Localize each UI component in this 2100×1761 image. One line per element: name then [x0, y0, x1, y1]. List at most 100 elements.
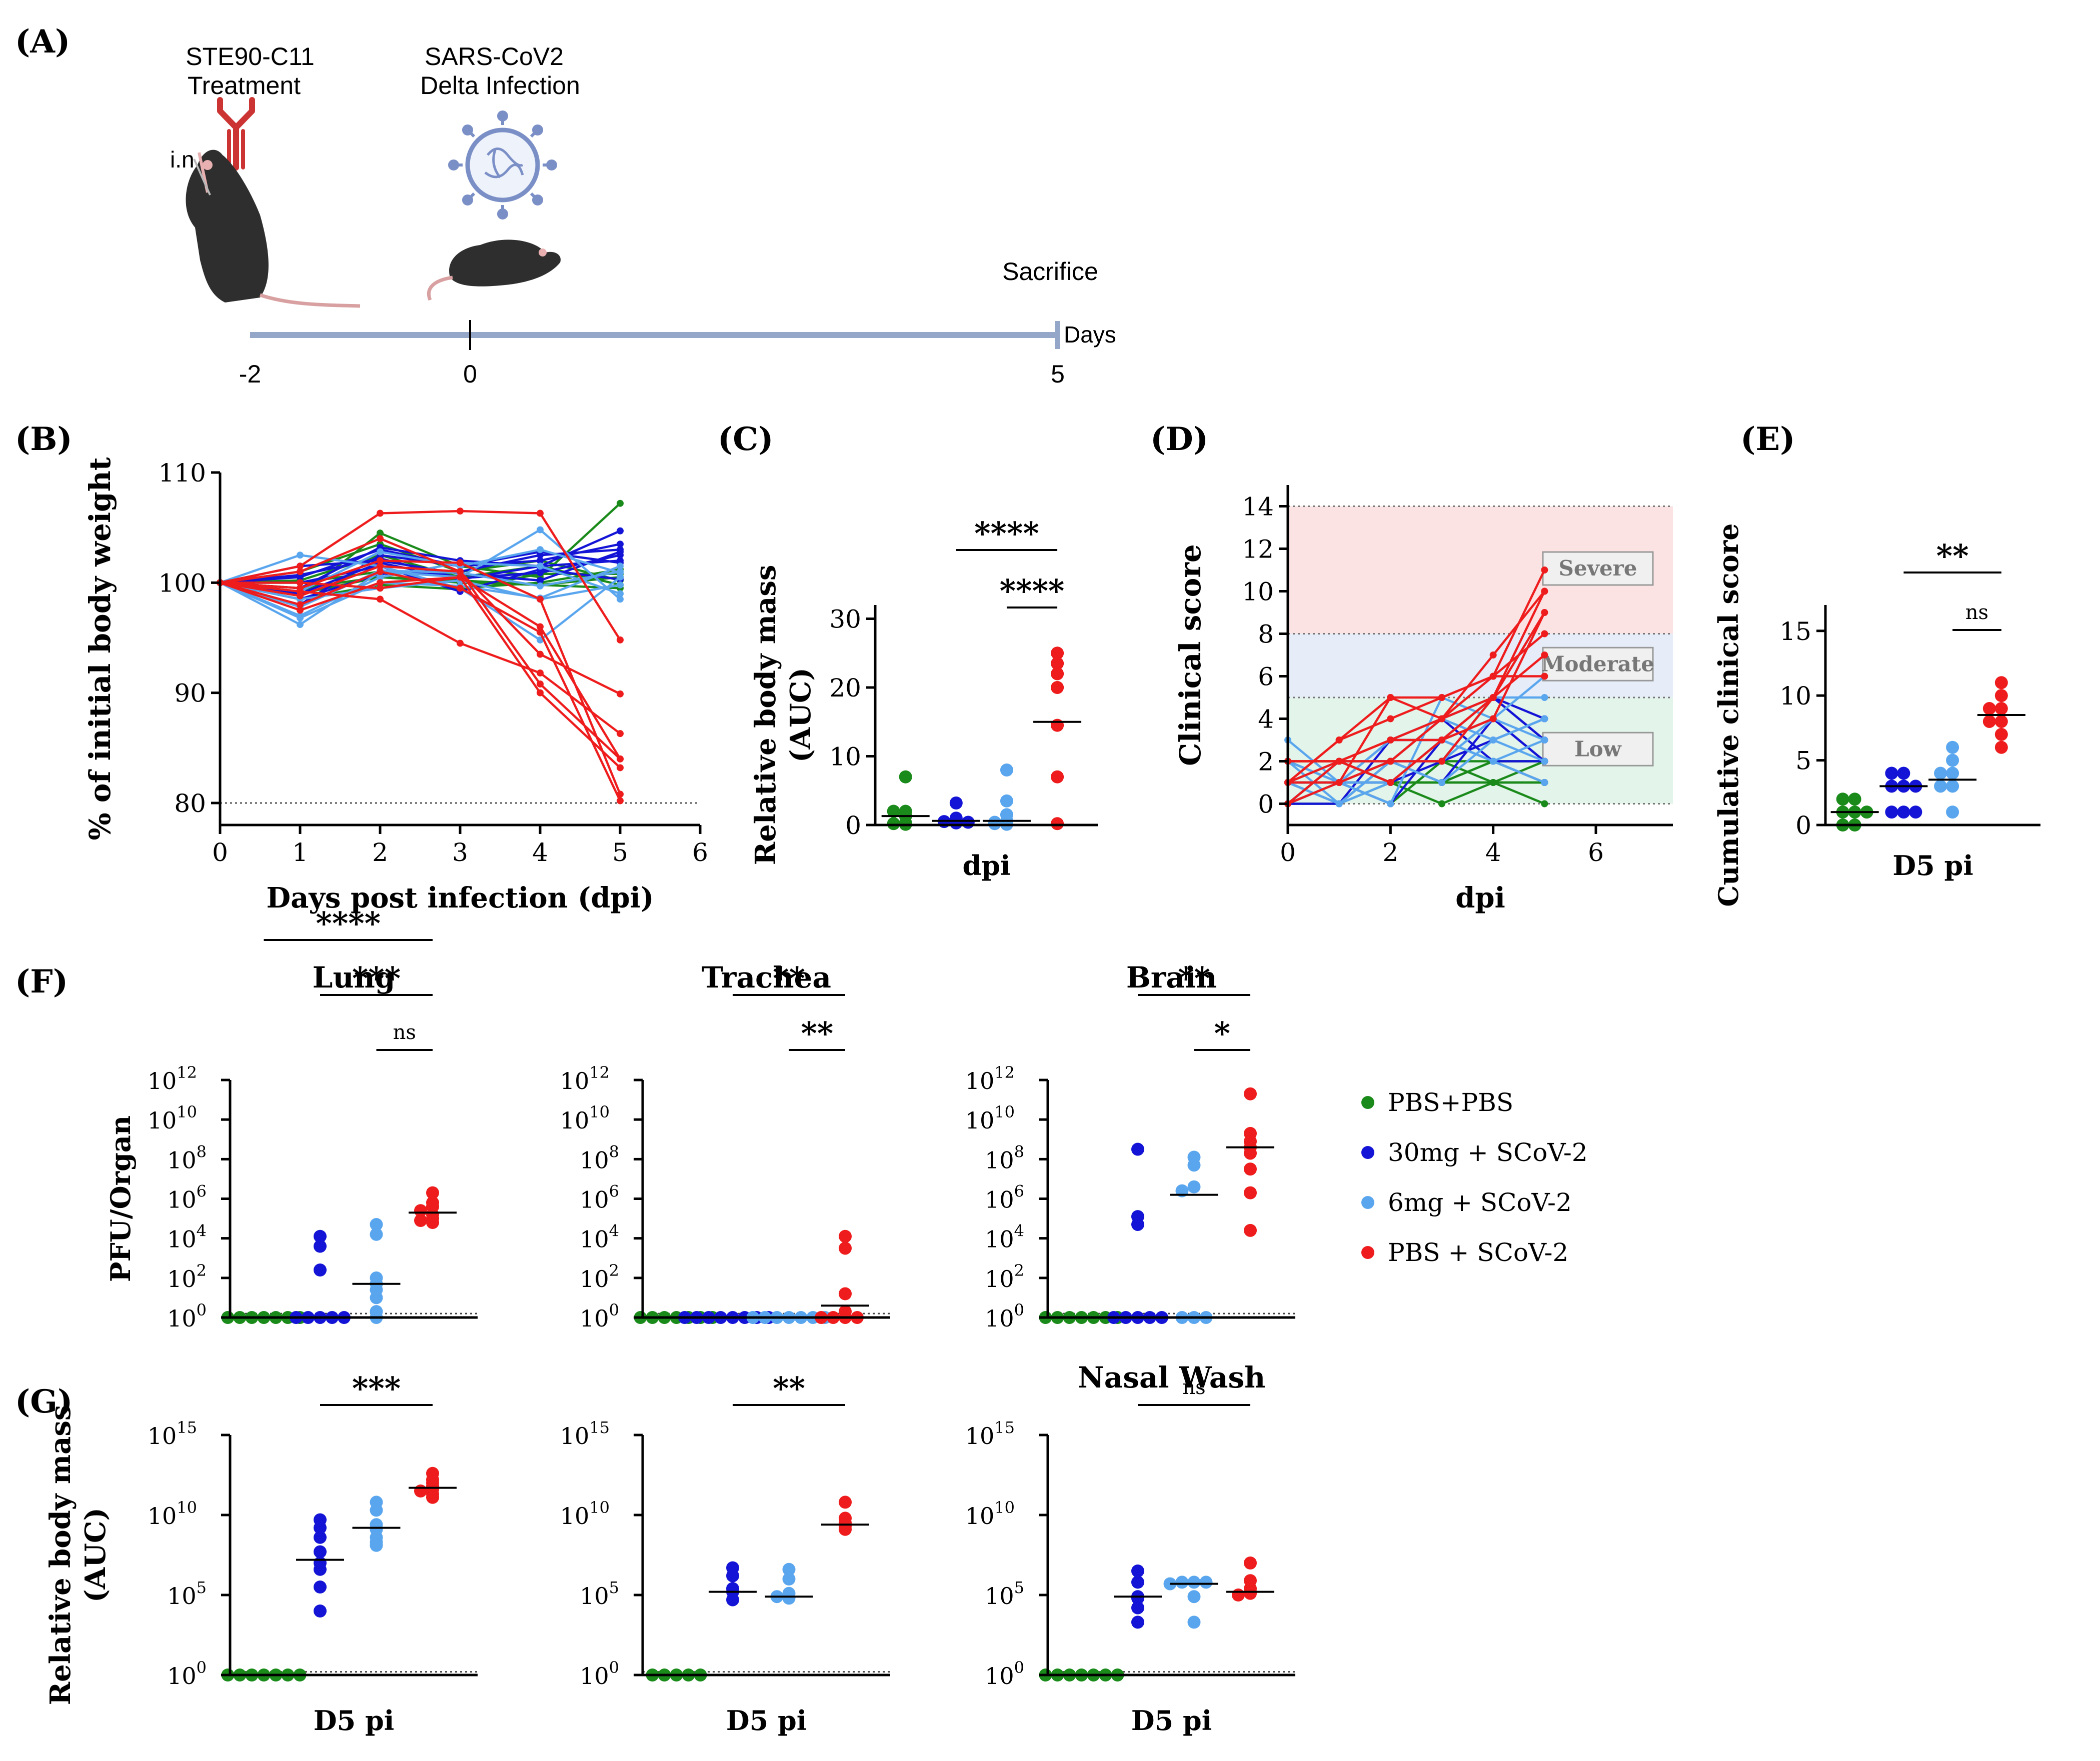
chart-d-x-tick-label: 0: [1280, 838, 1296, 867]
chart-d-data-point: [1541, 758, 1548, 765]
chart-d-data-point: [1387, 800, 1394, 808]
chart-c-data-point: [899, 770, 912, 784]
chart-d-x-tick-label: 4: [1485, 838, 1501, 867]
chart-c-data-point: [961, 816, 975, 829]
chart-g2-y-tick-label: 1010: [560, 1498, 610, 1530]
chart-g2-data-point: [726, 1593, 739, 1606]
chart-d-x-label: dpi: [1455, 882, 1505, 914]
chart-f3-y-tick-label: 104: [985, 1222, 1024, 1253]
chart-b-data-point: [617, 557, 624, 564]
chart-d-data-point: [1387, 736, 1394, 744]
chart-b-data-point: [617, 764, 624, 772]
chart-g2-data-point: [839, 1522, 852, 1536]
chart-g3-data-point: [1175, 1576, 1189, 1589]
chart-c-data-point: [1000, 794, 1013, 808]
chart-f3-data-point: [1187, 1180, 1201, 1194]
chart-b-data-point: [377, 562, 384, 570]
chart-f1-significance-label: ***: [352, 960, 401, 996]
chart-d-y-tick-label: 2: [1258, 748, 1274, 776]
chart-f3-data-point: [1244, 1146, 1257, 1160]
chart-b-data-point: [377, 530, 384, 537]
chart-f1: 10010210410610810101012*******nsLungPFU/…: [105, 905, 478, 1332]
chart-e-significance-label: ns: [1965, 601, 1988, 624]
chart-c-data-point: [988, 817, 1001, 830]
chart-g3-data-point: [1187, 1616, 1201, 1629]
chart-e-data-point: [1994, 728, 2008, 741]
chart-g1-data-point: [314, 1580, 327, 1594]
chart-f1-y-tick-label: 1010: [148, 1102, 197, 1134]
chart-e-data-point: [1982, 702, 1996, 716]
chart-b-data-point: [617, 755, 624, 762]
chart-f3-y-tick-label: 1010: [965, 1102, 1015, 1134]
chart-f1-y-tick-label: 100: [167, 1300, 207, 1332]
chart-e-data-point: [1934, 780, 1947, 793]
chart-d-y-tick-label: 8: [1258, 620, 1274, 649]
chart-b-data-point: [377, 535, 384, 542]
chart-g2-data-point: [782, 1572, 796, 1586]
virus-icon: [448, 110, 557, 220]
panel-letter-d: (D): [1150, 420, 1208, 458]
chart-b-data-point: [537, 680, 544, 688]
legend-label-pbs-scov2: PBS + SCoV-2: [1388, 1238, 1568, 1267]
chart-e-data-point: [1885, 806, 1898, 819]
chart-f1-significance-label: ****: [316, 905, 381, 942]
chart-g2-data-point: [782, 1562, 796, 1576]
chart-f1-data-point: [314, 1264, 327, 1276]
chart-c-x-label: dpi: [962, 850, 1010, 882]
chart-f2-y-tick-label: 100: [580, 1300, 619, 1332]
chart-b-data-point: [537, 576, 544, 584]
chart-e-data-point: [1946, 740, 1959, 754]
chart-c-data-point: [1051, 817, 1064, 830]
chart-g3-data-point: [1232, 1588, 1245, 1602]
chart-f1-data-point: [414, 1204, 427, 1218]
chart-c-y-tick-label: 20: [829, 674, 861, 702]
chart-g1-x-label: D5 pi: [314, 1704, 394, 1736]
chart-d-data-point: [1387, 715, 1394, 722]
chart-f3-significance-label: **: [1178, 960, 1210, 996]
chart-f1-y-tick-label: 102: [167, 1261, 207, 1292]
chart-d-data-point: [1335, 736, 1343, 744]
chart-f2-data-point: [839, 1287, 852, 1300]
chart-b-x-tick-label: 4: [532, 838, 548, 867]
chart-g1-y-tick-label: 105: [167, 1578, 207, 1610]
chart-b-data-point: [617, 797, 624, 804]
chart-d-y-tick-label: 4: [1258, 705, 1274, 734]
chart-b-data-point: [617, 546, 624, 554]
chart-e-data-point: [1946, 766, 1959, 780]
chart-b-data-point: [377, 579, 384, 586]
chart-b-data-point: [297, 614, 304, 622]
legend: PBS+PBS 30mg + SCoV-2 6mg + SCoV-2 PBS +…: [1361, 1088, 1588, 1267]
chart-b-series-line: [220, 569, 621, 608]
chart-d-band-label: Moderate: [1541, 652, 1654, 676]
chart-b-x-tick-label: 5: [612, 838, 628, 867]
panel-letter-c: (C): [718, 420, 774, 458]
chart-g3-y-tick-label: 105: [985, 1578, 1024, 1610]
chart-f1-data-point: [314, 1230, 327, 1243]
chart-b-data-point: [617, 636, 624, 644]
chart-d-series-line: [1287, 675, 1545, 784]
chart-g3-data-point: [1244, 1556, 1257, 1570]
chart-b-data-point: [297, 621, 304, 628]
chart-e-data-point: [1946, 806, 1959, 819]
chart-g2-y-tick-label: 100: [580, 1658, 619, 1690]
chart-b-data-point: [297, 552, 304, 559]
chart-f2-data-point: [839, 1230, 852, 1243]
chart-b-data-point: [537, 510, 544, 517]
chart-d-series-line: [1287, 612, 1546, 805]
chart-d-band-label-box: [1542, 646, 1654, 682]
chart-d-y-tick-label: 6: [1258, 662, 1274, 692]
chart-f1-title: Lung: [313, 960, 396, 994]
chart-f2-y-tick-label: 102: [580, 1261, 619, 1292]
chart-d-data-point: [1489, 652, 1497, 658]
chart-b-data-point: [297, 568, 304, 576]
chart-f3-data-point: [1187, 1158, 1201, 1172]
chart-g3-y-tick-label: 100: [985, 1658, 1024, 1690]
chart-b-data-point: [297, 579, 304, 586]
mouse-icon-infected: [427, 240, 561, 301]
chart-g2-x-label: D5 pi: [726, 1704, 807, 1736]
chart-g2-data-point: [782, 1592, 796, 1605]
chart-c-data-point: [1051, 667, 1064, 680]
chart-g1-data-point: [314, 1604, 327, 1618]
